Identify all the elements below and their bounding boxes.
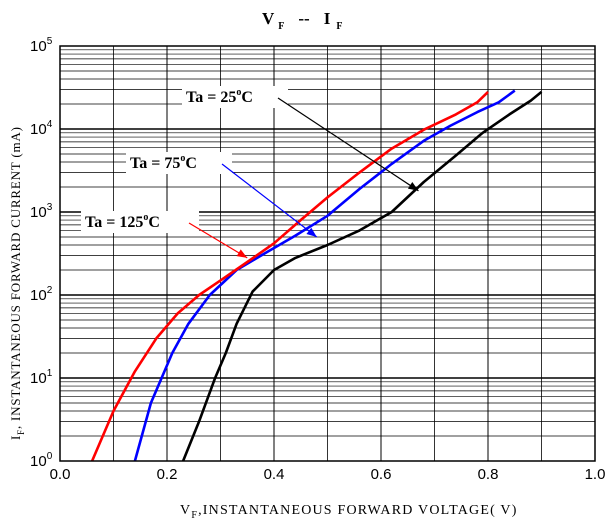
ylabel-text: , INSTANTANEOUS FORWARD CURRENT (mA) [8, 126, 23, 429]
y-tick-labels: 100 101 102 103 104 105 [30, 36, 53, 470]
annotation-bg [81, 211, 199, 233]
svg-text:VF,INSTANTANEOUS FORWARD VOL: VF,INSTANTANEOUS FORWARD VOLTAGE( V) [180, 503, 518, 521]
xlabel-v-sub: F [191, 510, 198, 521]
title-i: I [324, 9, 331, 28]
ylabel-i-sub: F [16, 429, 26, 435]
x-tick-label: 0.4 [264, 466, 285, 483]
annotation-arrow [188, 222, 248, 259]
annotation-label: Ta = 25oC [186, 87, 253, 106]
annotation-arrow [221, 163, 318, 238]
x-tick-label: 0.0 [50, 466, 71, 483]
title-v: V [262, 9, 275, 28]
series-line-2 [133, 89, 516, 462]
plot-frame [59, 45, 596, 462]
annotation-2: Ta = 75oC [126, 152, 318, 238]
title-v-sub: F [278, 21, 284, 32]
annotation-3: Ta = 125oC [81, 211, 248, 259]
annotation-arrowhead [306, 227, 317, 237]
x-tick-labels: 0.0 0.2 0.4 0.6 0.8 1.0 [50, 466, 606, 483]
y-axis-label: IF, INSTANTANEOUS FORWARD CURRENT (mA) [8, 126, 26, 440]
grid-lines [60, 46, 595, 461]
annotation-label: Ta = 125oC [85, 212, 160, 231]
y-tick-label: 103 [30, 202, 53, 221]
x-tick-label: 0.8 [478, 466, 499, 483]
x-tick-label: 1.0 [585, 466, 606, 483]
x-tick-label: 0.2 [157, 466, 178, 483]
series-line-3 [90, 90, 489, 462]
xlabel-text: ,INSTANTANEOUS FORWARD VOLTAGE( V) [198, 503, 518, 518]
svg-text:IF, INSTANTANEOUS FORWARD CUR: IF, INSTANTANEOUS FORWARD CURRENT (mA) [8, 126, 26, 440]
x-axis-label: VF,INSTANTANEOUS FORWARD VOLTAGE( V) [180, 503, 518, 521]
annotation-1: Ta = 25oC [182, 86, 419, 192]
y-tick-label: 104 [30, 119, 53, 138]
y-tick-label: 101 [30, 368, 53, 387]
series-line-1 [181, 90, 543, 462]
annotation-arrow [277, 97, 419, 192]
y-tick-label: 102 [30, 285, 53, 304]
xlabel-v: V [180, 503, 191, 518]
annotation-bg [182, 86, 288, 108]
series-layer [90, 89, 543, 462]
ylabel-i: I [8, 435, 23, 440]
annotation-label: Ta = 75oC [130, 153, 197, 172]
annotation-arrowhead [407, 181, 419, 191]
y-tick-label: 100 [30, 451, 53, 470]
series-annotations: Ta = 25oC Ta = 75oC Ta = 125oC [81, 86, 419, 259]
title-separator: -- [298, 9, 310, 28]
chart-title: V F -- I F [262, 9, 342, 32]
plot-area [59, 45, 596, 462]
title-i-sub: F [336, 21, 342, 32]
svg-text:VF--IF: V F -- I F [262, 9, 342, 32]
annotation-arrowhead [236, 249, 248, 258]
y-tick-label: 105 [30, 36, 53, 55]
annotation-bg [126, 152, 232, 174]
x-tick-label: 0.6 [371, 466, 392, 483]
